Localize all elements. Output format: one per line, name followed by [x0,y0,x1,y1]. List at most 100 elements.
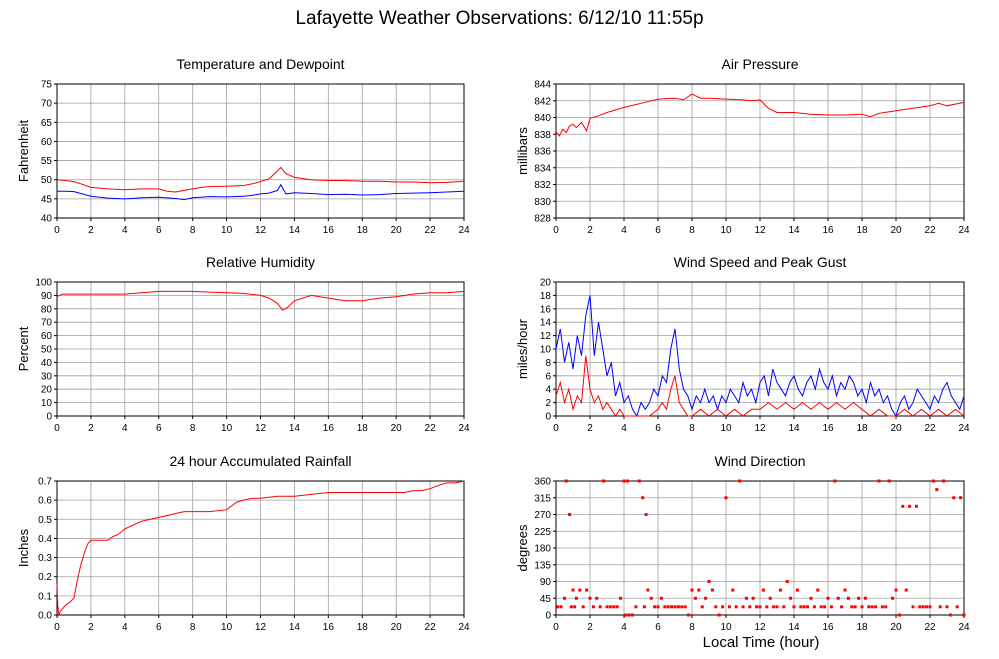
scatter-point [758,605,762,609]
scatter-point [823,605,827,609]
scatter-point [802,605,806,609]
x-tick-label: 6 [156,423,162,434]
scatter-point [568,513,572,516]
x-tick-label: 2 [587,225,593,236]
y-tick-label: 45 [41,194,53,205]
x-tick-label: 6 [655,423,661,434]
x-tick-label: 22 [425,225,437,236]
y-tick-label: 40 [41,358,53,369]
x-tick-label: 18 [856,622,868,633]
scatter-point [605,605,609,609]
scatter-point [755,605,759,609]
y-tick-label: 40 [41,214,53,225]
scatter-point [894,588,898,592]
x-tick-label: 8 [190,622,196,633]
x-tick-label: 8 [689,622,695,633]
scatter-point [625,479,629,483]
y-tick-label: 75 [41,80,53,91]
chart-title: 24 hour Accumulated Rainfall [169,453,351,469]
x-tick-label: 18 [357,225,369,236]
x-tick-label: 14 [289,225,301,236]
x-tick-label: 16 [323,423,335,434]
y-axis-label: degrees [515,524,530,571]
x-tick-label: 0 [54,423,60,434]
chart-title: Wind Direction [714,453,805,469]
scatter-point [795,588,799,592]
scatter-point [945,605,949,609]
y-tick-label: 70 [41,99,53,110]
y-tick-label: 844 [534,80,551,91]
scatter-point [748,605,752,609]
x-tick-label: 6 [156,622,162,633]
x-tick-label: 0 [553,423,559,434]
x-tick-label: 16 [323,225,335,236]
scatter-point [799,605,803,609]
x-tick-label: 24 [458,423,470,434]
scatter-point [700,605,704,609]
scatter-point [897,613,901,617]
scatter-point [908,504,912,508]
x-tick-label: 4 [621,423,627,434]
x-tick-label: 4 [122,225,128,236]
scatter-point [765,605,769,609]
x-tick-label: 12 [754,423,766,434]
y-tick-label: 70 [41,318,53,329]
x-tick-label: 16 [822,225,834,236]
x-tick-label: 6 [655,622,661,633]
x-tick-label: 2 [587,423,593,434]
x-tick-label: 12 [255,225,267,236]
scatter-point [914,504,918,508]
x-tick-label: 8 [190,423,196,434]
x-tick-label: 12 [754,225,766,236]
scatter-point [952,496,956,500]
scatter-point [829,605,833,609]
x-tick-label: 20 [890,225,902,236]
y-tick-label: 6 [545,371,551,382]
scatter-point [921,605,925,609]
y-tick-label: 360 [534,477,551,488]
y-tick-label: 0 [545,611,551,622]
y-tick-label: 828 [534,214,551,225]
scatter-point [782,605,786,609]
scatter-point [624,613,628,617]
scatter-point [840,605,844,609]
scatter-point [744,596,748,600]
x-tick-label: 24 [458,622,470,633]
y-tick-label: 832 [534,180,551,191]
x-tick-label: 14 [289,423,301,434]
scatter-point [734,605,738,609]
scatter-point [717,613,721,617]
scatter-point [826,596,830,600]
x-tick-label: 22 [425,423,437,434]
y-tick-label: 60 [41,331,53,342]
scatter-point [833,479,837,483]
x-tick-label: 16 [822,423,834,434]
y-tick-label: 135 [534,560,551,571]
x-tick-label: 24 [958,423,970,434]
y-tick-label: 80 [41,304,53,315]
x-tick-label: 20 [391,622,403,633]
x-tick-label: 18 [856,225,868,236]
x-tick-label: 14 [788,622,800,633]
x-tick-label: 0 [54,622,60,633]
scatter-point [867,605,871,609]
scatter-point [785,580,789,583]
y-tick-label: 0 [46,412,52,423]
scatter-point [819,605,823,609]
scatter-point [857,596,861,600]
scatter-point [880,605,884,609]
scatter-point [585,588,589,592]
scatter-point [564,479,568,483]
x-tick-label: 22 [924,225,936,236]
scatter-point [670,605,674,609]
x-tick-label: 24 [958,622,970,633]
scatter-point [591,605,595,609]
scatter-point [761,588,765,592]
scatter-point [649,596,653,600]
chart-title: Temperature and Dewpoint [176,56,344,72]
scatter-point [928,605,932,609]
y-tick-label: 60 [41,137,53,148]
